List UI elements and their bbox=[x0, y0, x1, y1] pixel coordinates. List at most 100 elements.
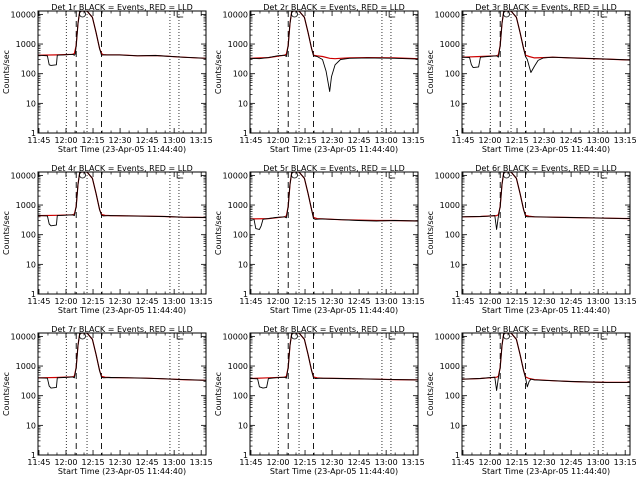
x-tick-label: 12:30 bbox=[321, 136, 344, 145]
series-group bbox=[38, 172, 206, 227]
y-tick-label: 1000 bbox=[440, 362, 460, 371]
x-tick-label: 12:00 bbox=[266, 297, 289, 306]
x-tick-label: 11:45 bbox=[451, 136, 474, 145]
x-tick-label: 13:15 bbox=[402, 297, 425, 306]
series-group bbox=[250, 333, 418, 389]
x-tick-label: 12:45 bbox=[136, 136, 159, 145]
y-tick-label: 100 bbox=[233, 70, 248, 79]
plot-frame bbox=[461, 10, 631, 134]
y-tick-label: 10 bbox=[238, 421, 248, 430]
x-tick-label: 13:15 bbox=[402, 136, 425, 145]
x-tick-label: 12:45 bbox=[348, 297, 371, 306]
chart-panel-4: 1 10 100 1000 10000 11:45 12:00 12:15 12:30 12:45… bbox=[2, 164, 213, 315]
x-tick-label: 12:15 bbox=[82, 136, 105, 145]
series-line-events bbox=[38, 333, 206, 389]
x-tick-label: 12:45 bbox=[348, 458, 371, 467]
series-line-lld bbox=[38, 172, 206, 219]
y-tick-label: 100 bbox=[21, 392, 36, 401]
x-axis-label: Start Time (23-Apr-05 11:44:40) bbox=[482, 306, 610, 315]
y-tick-label: 100 bbox=[233, 392, 248, 401]
plot-frame bbox=[461, 171, 631, 295]
x-tick-label: 12:00 bbox=[266, 136, 289, 145]
series-group bbox=[462, 11, 630, 73]
x-tick-label: 13:15 bbox=[614, 136, 637, 145]
x-tick-label: 11:45 bbox=[27, 136, 50, 145]
x-tick-label: 12:30 bbox=[109, 136, 132, 145]
series-line-lld bbox=[250, 11, 418, 60]
x-axis-label: Start Time (23-Apr-05 11:44:40) bbox=[58, 145, 186, 154]
series-line-lld bbox=[250, 333, 418, 381]
x-tick-label: 12:45 bbox=[348, 136, 371, 145]
x-tick-label: 12:30 bbox=[321, 458, 344, 467]
x-tick-label: 12:45 bbox=[136, 458, 159, 467]
plot-frame bbox=[249, 332, 419, 456]
chart-panel-9: 1 10 100 1000 10000 11:45 12:00 12:15 12:30 12:45… bbox=[426, 325, 637, 476]
y-tick-label: 10000 bbox=[223, 171, 248, 180]
chart-panel-7: 1 10 100 1000 10000 11:45 12:00 12:15 12:30 12:45… bbox=[2, 325, 213, 476]
x-tick-label: 12:45 bbox=[560, 136, 583, 145]
y-tick-label: 1000 bbox=[228, 40, 248, 49]
y-tick-label: 10 bbox=[238, 260, 248, 269]
y-axis-label: Counts/sec bbox=[426, 372, 435, 416]
series-line-events bbox=[250, 11, 418, 92]
y-tick-label: 1 bbox=[31, 129, 36, 138]
y-tick-label: 100 bbox=[445, 231, 460, 240]
x-tick-label: 12:45 bbox=[560, 297, 583, 306]
y-tick-label: 10 bbox=[26, 99, 36, 108]
y-axis-label: Counts/sec bbox=[426, 50, 435, 94]
x-tick-label: 12:30 bbox=[321, 297, 344, 306]
chart-title: Det 1r BLACK = Events, RED = LLD bbox=[51, 3, 193, 12]
series-line-lld bbox=[462, 11, 630, 61]
x-axis-label: Start Time (23-Apr-05 11:44:40) bbox=[270, 467, 398, 476]
y-tick-label: 10 bbox=[450, 421, 460, 430]
end-marker bbox=[388, 11, 396, 18]
end-marker bbox=[388, 172, 396, 179]
x-tick-label: 12:00 bbox=[54, 136, 77, 145]
x-tick-label: 12:30 bbox=[533, 297, 556, 306]
y-tick-label: 1000 bbox=[228, 362, 248, 371]
y-tick-label: 100 bbox=[445, 392, 460, 401]
series-line-lld bbox=[462, 333, 630, 383]
x-tick-label: 12:30 bbox=[109, 297, 132, 306]
x-tick-label: 13:15 bbox=[614, 458, 637, 467]
x-tick-label: 13:15 bbox=[402, 458, 425, 467]
x-tick-label: 12:45 bbox=[136, 297, 159, 306]
x-tick-label: 12:30 bbox=[109, 458, 132, 467]
plot-frame bbox=[37, 332, 207, 456]
series-group bbox=[250, 11, 418, 92]
x-tick-label: 11:45 bbox=[451, 297, 474, 306]
y-tick-label: 10 bbox=[450, 99, 460, 108]
chart-title: Det 3r BLACK = Events, RED = LLD bbox=[475, 3, 617, 12]
x-tick-label: 11:45 bbox=[27, 458, 50, 467]
x-tick-label: 13:00 bbox=[375, 297, 398, 306]
y-tick-label: 1000 bbox=[228, 201, 248, 210]
y-axis-label: Counts/sec bbox=[2, 211, 11, 255]
chart-title: Det 8r BLACK = Events, RED = LLD bbox=[263, 325, 405, 334]
series-line-lld bbox=[38, 333, 206, 381]
y-tick-label: 10000 bbox=[435, 332, 460, 341]
series-line-events bbox=[462, 11, 630, 73]
x-tick-label: 13:00 bbox=[163, 458, 186, 467]
x-tick-label: 13:00 bbox=[587, 136, 610, 145]
series-line-lld bbox=[38, 11, 206, 59]
chart-title: Det 7r BLACK = Events, RED = LLD bbox=[51, 325, 193, 334]
y-tick-label: 1 bbox=[455, 129, 460, 138]
y-tick-label: 10 bbox=[238, 99, 248, 108]
y-tick-label: 100 bbox=[21, 231, 36, 240]
x-tick-label: 12:30 bbox=[533, 136, 556, 145]
end-marker bbox=[600, 11, 608, 18]
series-line-events bbox=[38, 11, 206, 66]
y-tick-label: 10000 bbox=[223, 10, 248, 19]
y-tick-label: 10 bbox=[450, 260, 460, 269]
plot-frame bbox=[461, 332, 631, 456]
series-group bbox=[462, 172, 630, 230]
x-tick-label: 12:30 bbox=[533, 458, 556, 467]
y-axis-label: Counts/sec bbox=[2, 372, 11, 416]
y-axis-label: Counts/sec bbox=[214, 50, 223, 94]
x-axis-label: Start Time (23-Apr-05 11:44:40) bbox=[270, 306, 398, 315]
series-line-lld bbox=[250, 172, 418, 222]
x-tick-label: 12:15 bbox=[506, 136, 529, 145]
series-group bbox=[250, 172, 418, 230]
y-tick-label: 1 bbox=[243, 290, 248, 299]
y-tick-label: 1000 bbox=[440, 201, 460, 210]
